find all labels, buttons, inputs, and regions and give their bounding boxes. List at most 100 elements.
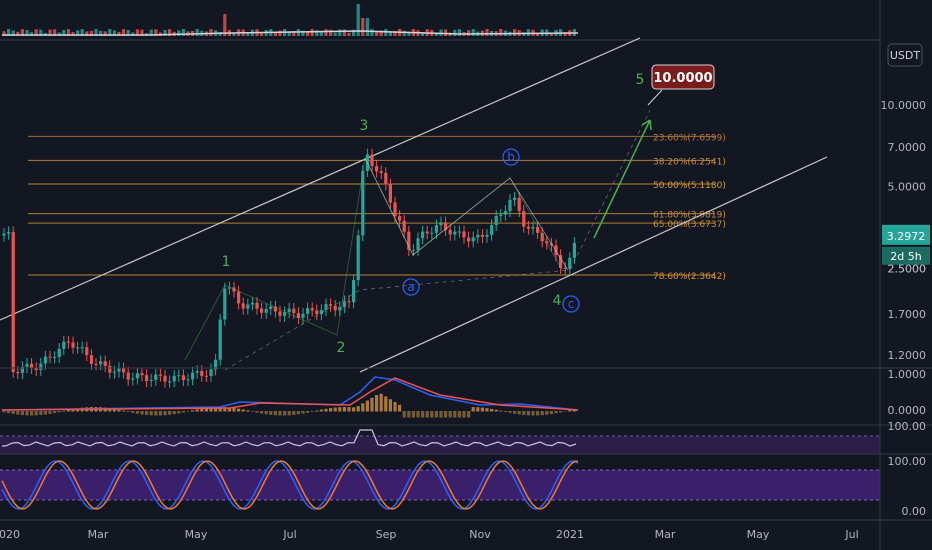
candle-body (306, 308, 310, 314)
macd-hist-bar (287, 411, 291, 416)
volume-bar (356, 4, 360, 36)
candle-body (7, 232, 11, 234)
candle-body (39, 363, 43, 370)
candle-body (402, 220, 406, 232)
macd-hist-bar (434, 411, 438, 418)
candle-body (526, 226, 530, 229)
candle-body (356, 235, 360, 281)
macd-hist-bar (402, 411, 406, 418)
volume-bar (453, 29, 457, 36)
macd-hist-bar (559, 411, 563, 413)
volume-bar (154, 29, 158, 36)
volume-bar (85, 31, 89, 36)
macd-hist-bar (471, 407, 475, 412)
macd-hist-bar (310, 411, 314, 412)
macd-hist-bar (237, 408, 241, 412)
volume-bar (103, 31, 107, 36)
wave-label-circle (402, 278, 420, 296)
candle-body (209, 369, 213, 376)
macd-hist-bar (416, 411, 420, 418)
abc-path (364, 157, 569, 271)
channel-upper (0, 37, 641, 321)
volume-bar (25, 30, 29, 36)
current-price-tag[interactable] (882, 224, 930, 245)
macd-hist-bar (393, 402, 397, 412)
candle-body (352, 280, 356, 303)
volume-bar (140, 29, 144, 36)
candle-body (48, 356, 52, 358)
macd-hist-bar (172, 411, 176, 415)
candle-body (572, 242, 576, 258)
fib-label: 23.60%(7.6599) (653, 133, 726, 143)
candle-body (490, 225, 494, 235)
macd-hist-bar (66, 409, 70, 412)
volume-bar (379, 30, 383, 36)
macd-hist-bar (195, 409, 199, 412)
candle-body (549, 243, 553, 246)
volume-bar (163, 30, 167, 36)
macd-hist-bar (2, 411, 6, 413)
wave-label: 2 (337, 340, 346, 356)
volume-bar (301, 30, 305, 36)
volume-bar (306, 31, 310, 36)
candle-body (66, 341, 70, 343)
rsi-line (1, 429, 577, 447)
stoch-k-line (1, 460, 579, 510)
volume-bar (563, 31, 567, 36)
price-axis[interactable]: 10.0000 7.0000 5.0000 2.5000 1.7000 1.2000 US… (879, 0, 930, 550)
currency-badge-label: USDT (890, 49, 921, 62)
volume-bar (76, 30, 80, 36)
macd-hist-bar (554, 411, 558, 414)
volume-bar (57, 32, 61, 36)
candle-body (232, 287, 236, 292)
macd-hist-bar (34, 411, 38, 416)
candle-body (108, 365, 112, 373)
price-tick: 10.0000 (881, 99, 927, 112)
macd-hist-bar (388, 399, 392, 412)
macd-hist-bar (333, 407, 337, 412)
volume-bar (278, 30, 282, 36)
macd-hist-bar (209, 407, 213, 412)
candle-body (200, 371, 204, 376)
macd-hist-bar (16, 411, 20, 415)
time-tick: Mar (88, 528, 109, 541)
wave-label: b (507, 150, 515, 164)
candle-body (434, 225, 438, 233)
macd-hist-bar (260, 411, 264, 414)
candle-body (191, 372, 195, 380)
volume-bar (434, 32, 438, 36)
candle-body (214, 359, 218, 370)
candle-body (186, 379, 190, 381)
macd-hist-bar (379, 393, 383, 412)
time-tick: May (747, 528, 770, 541)
macd-hist-bar (301, 411, 305, 414)
macd-hist-bar (255, 411, 259, 413)
stoch-pane: 100.00 0.00 (0, 453, 932, 518)
candle-body (62, 341, 66, 349)
candle-body (421, 231, 425, 239)
wave-label: c (568, 297, 575, 311)
macd-hist-bar (204, 407, 208, 412)
macd-hist-bar (531, 411, 535, 416)
macd-hist-bar (30, 411, 34, 416)
macd-hist-bar (126, 411, 130, 413)
currency-badge[interactable] (887, 43, 923, 67)
macd-hist-bar (439, 411, 443, 418)
price-tick: 1.7000 (888, 308, 927, 321)
macd-hist-bar (140, 411, 144, 415)
target-price-box[interactable] (651, 64, 715, 90)
time-tick: Sep (376, 528, 397, 541)
macd-hist-bar (158, 411, 162, 416)
fib-label: 78.60%(2.3642) (653, 272, 726, 282)
candle-body (283, 312, 287, 316)
volume-bar (407, 31, 411, 36)
candle-body (522, 211, 526, 227)
volume-bar (315, 30, 319, 36)
macd-hist-bar (462, 411, 466, 418)
candle-body (172, 375, 176, 382)
macd-hist-bar (425, 411, 429, 418)
macd-hist-bar (186, 411, 190, 412)
time-axis[interactable]: 2020 Mar May Jul Sep Nov 2021 Mar May Jul (0, 519, 932, 541)
macd-hist-bar (223, 407, 227, 412)
